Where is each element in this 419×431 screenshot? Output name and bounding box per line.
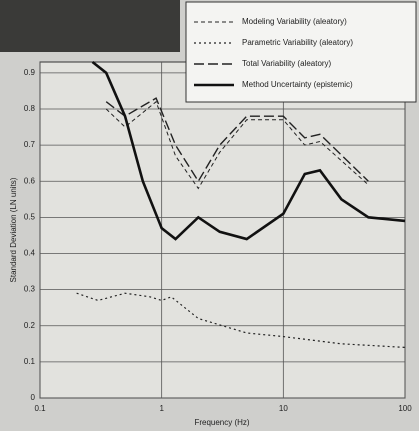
- legend-label: Parametric Variability (aleatory): [242, 38, 353, 47]
- y-tick-label: 0.8: [24, 104, 36, 113]
- x-tick-label: 0.1: [34, 404, 46, 413]
- series-line: [76, 292, 406, 349]
- series-line: [105, 97, 369, 183]
- x-tick-label: 10: [279, 404, 288, 413]
- plot-area: [39, 61, 406, 399]
- y-tick-label: 0.2: [24, 321, 36, 330]
- y-tick-label: 0.6: [24, 176, 36, 185]
- y-tick-label: 0.7: [24, 140, 36, 149]
- x-tick-label: 1: [159, 404, 164, 413]
- y-tick-label: 0.3: [24, 285, 36, 294]
- y-tick-label: 0.9: [24, 68, 36, 77]
- legend-label: Total Variability (aleatory): [242, 59, 332, 68]
- x-axis-label: Frequency (Hz): [194, 418, 249, 427]
- legend-label: Method Uncertainty (epistemic): [242, 80, 353, 89]
- photo-strip: [0, 0, 180, 52]
- y-tick-label: 0.4: [24, 249, 36, 258]
- series-line: [105, 100, 369, 190]
- legend-label: Modeling Variability (aleatory): [242, 17, 347, 26]
- series-line: [91, 60, 406, 241]
- y-tick-label: 0.1: [24, 357, 36, 366]
- x-tick-label: 100: [398, 404, 412, 413]
- y-tick-label: 0: [31, 393, 36, 402]
- y-tick-label: 0.5: [24, 212, 36, 221]
- y-axis-label: Standard Deviation (LN units): [9, 177, 18, 282]
